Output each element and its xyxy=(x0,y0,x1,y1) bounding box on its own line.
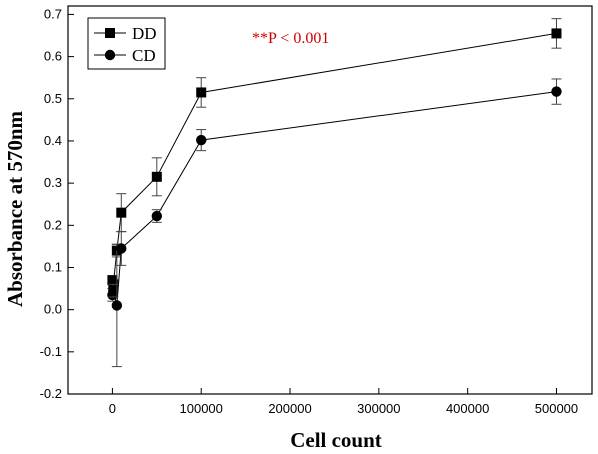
legend-marker xyxy=(104,49,116,61)
data-point xyxy=(116,207,127,218)
series-line xyxy=(111,32,557,285)
series-line xyxy=(111,91,557,306)
y-tick-label: 0.2 xyxy=(44,217,62,232)
y-tick-label: 0.1 xyxy=(44,259,62,274)
series-cd xyxy=(107,78,562,368)
legend-item-cd: CD xyxy=(94,46,156,65)
y-tick-label: 0.4 xyxy=(44,133,62,148)
legend-label: DD xyxy=(132,24,157,43)
data-point xyxy=(108,285,119,296)
data-point xyxy=(111,300,123,311)
y-tick-label: -0.1 xyxy=(40,344,62,359)
x-tick-label: 0 xyxy=(109,401,116,416)
data-point xyxy=(151,210,163,222)
y-axis-title: Absorbance at 570nm xyxy=(3,110,27,307)
legend-label: CD xyxy=(132,46,156,65)
data-point xyxy=(151,171,162,182)
x-tick-label: 100000 xyxy=(180,401,223,416)
data-point xyxy=(551,28,562,39)
series-dd xyxy=(107,18,562,290)
legend-marker xyxy=(105,28,115,38)
y-tick-label: 0.3 xyxy=(44,175,62,190)
y-tick-label: 0.7 xyxy=(44,6,62,21)
x-tick-label: 200000 xyxy=(268,401,311,416)
x-axis-title: Cell count xyxy=(290,428,382,452)
y-tick-label: -0.2 xyxy=(40,386,62,401)
y-tick-label: 0.5 xyxy=(44,91,62,106)
legend-box xyxy=(87,17,166,70)
data-point xyxy=(196,134,207,146)
plot-frame xyxy=(67,5,593,395)
data-point xyxy=(116,243,127,254)
y-tick-label: 0.0 xyxy=(44,302,62,317)
x-tick-label: 400000 xyxy=(446,401,489,416)
data-point xyxy=(196,87,207,98)
x-tick-label: 500000 xyxy=(535,401,578,416)
legend-item-dd: DD xyxy=(94,24,157,43)
significance-annotation: **P < 0.001 xyxy=(252,30,329,47)
data-point xyxy=(551,86,562,97)
y-tick-label: 0.6 xyxy=(44,49,62,64)
x-tick-label: 300000 xyxy=(357,401,400,416)
